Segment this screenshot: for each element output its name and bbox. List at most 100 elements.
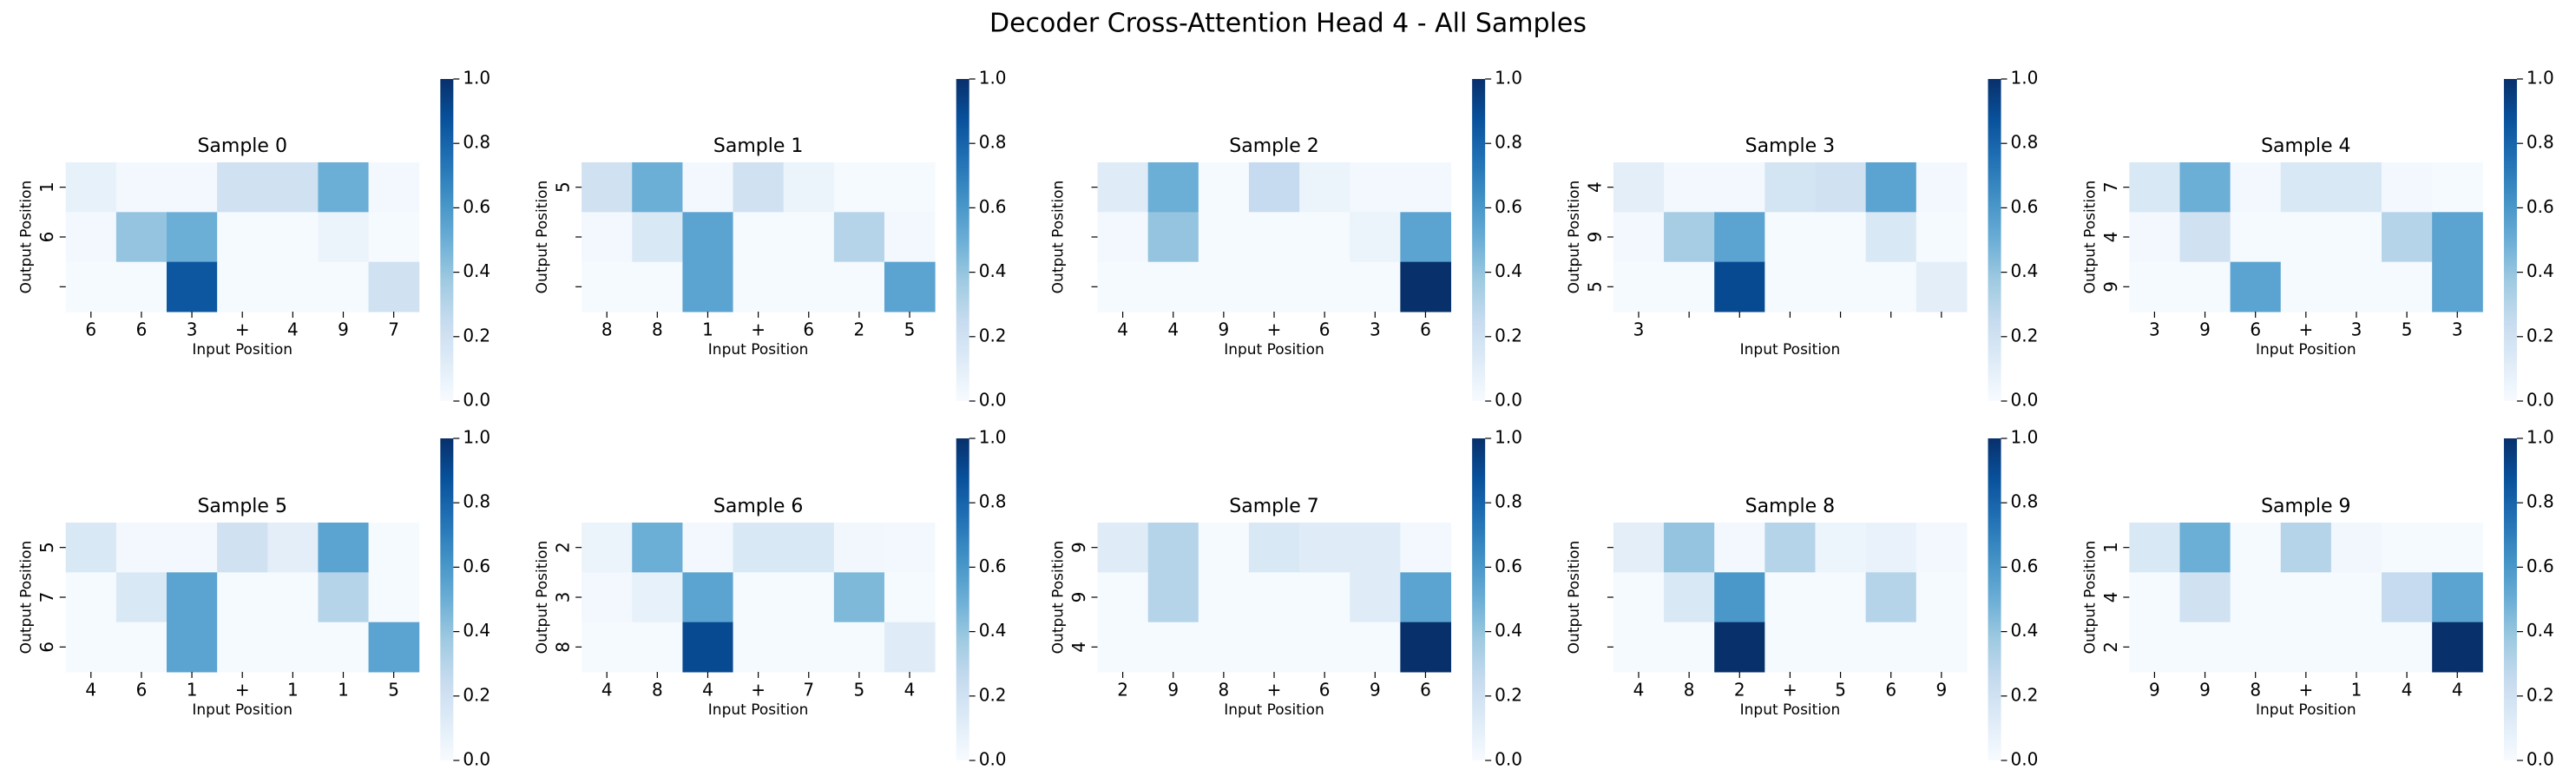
heatmap-cell (318, 572, 370, 623)
heatmap-cell (833, 261, 885, 313)
heatmap-cell (2432, 261, 2483, 313)
heatmap-cell (682, 572, 734, 623)
heatmap-cell (1248, 622, 1300, 673)
subplot-title: Sample 5 (197, 496, 286, 517)
heatmap-cell (582, 523, 633, 573)
heatmap-cell (582, 162, 633, 213)
colorbar-tick-label: 1.0 (463, 68, 490, 89)
heatmap-cell (783, 523, 835, 573)
heatmap-cell (2230, 212, 2282, 263)
heatmap-cell (2382, 212, 2433, 263)
colorbar (1988, 438, 2001, 760)
colorbar-tick-label: 0.2 (2011, 325, 2039, 345)
colorbar-tick-label: 0.6 (979, 556, 1007, 576)
heatmap-cell (267, 162, 319, 213)
heatmap-cell (2179, 261, 2231, 313)
colorbar-tick-label: 0.2 (1495, 684, 1522, 705)
colorbar-tick-label: 0.2 (463, 325, 490, 345)
heatmap-cell (833, 523, 885, 573)
colorbar-tick-label: 0.0 (2527, 749, 2554, 770)
heatmap-cell (2230, 622, 2282, 673)
heatmap-cell (2179, 212, 2231, 263)
x-tick-label: 6 (803, 319, 814, 340)
heatmap-cell (1865, 212, 1917, 263)
heatmap-cell (1299, 162, 1350, 213)
x-tick-label: 2 (854, 319, 865, 340)
heatmap-cell (1916, 261, 1968, 313)
heatmap-cell (2280, 162, 2332, 213)
colorbar-tick-label: 0.2 (979, 325, 1007, 345)
heatmap-cell (2230, 162, 2282, 213)
heatmap-cell (1147, 162, 1199, 213)
x-axis-label: Input Position (1740, 701, 1841, 719)
heatmap-cell (167, 261, 218, 313)
heatmap-cell (1865, 261, 1917, 313)
heatmap-cell (2280, 261, 2332, 313)
heatmap-cell (217, 523, 268, 573)
heatmap-cell (2432, 523, 2483, 573)
heatmap-cell (1764, 162, 1816, 213)
heatmap-cell (783, 572, 835, 623)
heatmap-cell (267, 261, 319, 313)
heatmap-cell (1815, 162, 1867, 213)
y-tick-label: 4 (2100, 232, 2121, 243)
x-tick-label: 2 (1117, 680, 1128, 701)
y-tick-label: 2 (2100, 642, 2121, 653)
heatmap-cell (833, 212, 885, 263)
heatmap-cell (884, 572, 936, 623)
colorbar-tick-label: 1.0 (2011, 427, 2039, 448)
heatmap-cell (167, 162, 218, 213)
subplot-title: Sample 9 (2261, 496, 2350, 517)
x-tick-label: + (1267, 680, 1282, 701)
y-axis-label: Output Position (1050, 541, 1068, 655)
x-tick-label: 6 (136, 680, 148, 701)
subplot-title: Sample 7 (1229, 496, 1318, 517)
x-tick-label: 4 (702, 680, 713, 701)
y-tick-label: 5 (553, 181, 574, 193)
colorbar-tick-label: 1.0 (979, 427, 1007, 448)
heatmap-cell (833, 572, 885, 623)
x-tick-label: 4 (1167, 319, 1179, 340)
heatmap-cell (2330, 622, 2382, 673)
heatmap-cell (783, 162, 835, 213)
heatmap-cell (115, 572, 168, 623)
heatmap-cell (318, 523, 370, 573)
heatmap-cell (1815, 622, 1867, 673)
heatmap-cell (1350, 212, 1401, 263)
heatmap-cell (2129, 261, 2180, 313)
x-tick-label: 7 (803, 680, 814, 701)
colorbar-tick-label: 1.0 (1495, 427, 1522, 448)
heatmap-cell (1248, 212, 1300, 263)
colorbar-tick-label: 0.6 (463, 556, 490, 576)
heatmap-cell (1815, 523, 1867, 573)
heatmap-cell (1664, 523, 1715, 573)
heatmap-cell (217, 261, 268, 313)
x-axis-label: Input Position (1224, 701, 1324, 719)
x-tick-label: 6 (85, 319, 96, 340)
heatmap-cell (267, 212, 319, 263)
heatmap-cell (2230, 572, 2282, 623)
y-axis-label: Output Position (534, 181, 551, 294)
heatmap-cell (1764, 622, 1816, 673)
y-tick-label: 5 (36, 542, 57, 553)
heatmap-cell (632, 572, 683, 623)
heatmap-cell (115, 622, 168, 673)
heatmap-cell (1350, 572, 1401, 623)
subplot-title: Sample 1 (713, 135, 803, 157)
heatmap-cell (1147, 523, 1199, 573)
colorbar-tick-label: 1.0 (2527, 68, 2554, 89)
colorbar-tick-label: 0.2 (2527, 684, 2554, 705)
heatmap-cell (368, 622, 420, 673)
colorbar-tick-label: 0.8 (979, 132, 1007, 153)
x-tick-label: + (1783, 680, 1797, 701)
y-axis-label: Output Position (18, 181, 36, 294)
heatmap-cell (368, 572, 420, 623)
colorbar-tick-label: 1.0 (979, 68, 1007, 89)
heatmap-cell (682, 162, 734, 213)
heatmap-cell (1815, 212, 1867, 263)
colorbar-tick-label: 0.6 (2527, 556, 2554, 576)
heatmap-cell (682, 523, 734, 573)
heatmap-cell (1613, 572, 1665, 623)
x-tick-label: 5 (1835, 680, 1846, 701)
heatmap-cell (1198, 523, 1250, 573)
